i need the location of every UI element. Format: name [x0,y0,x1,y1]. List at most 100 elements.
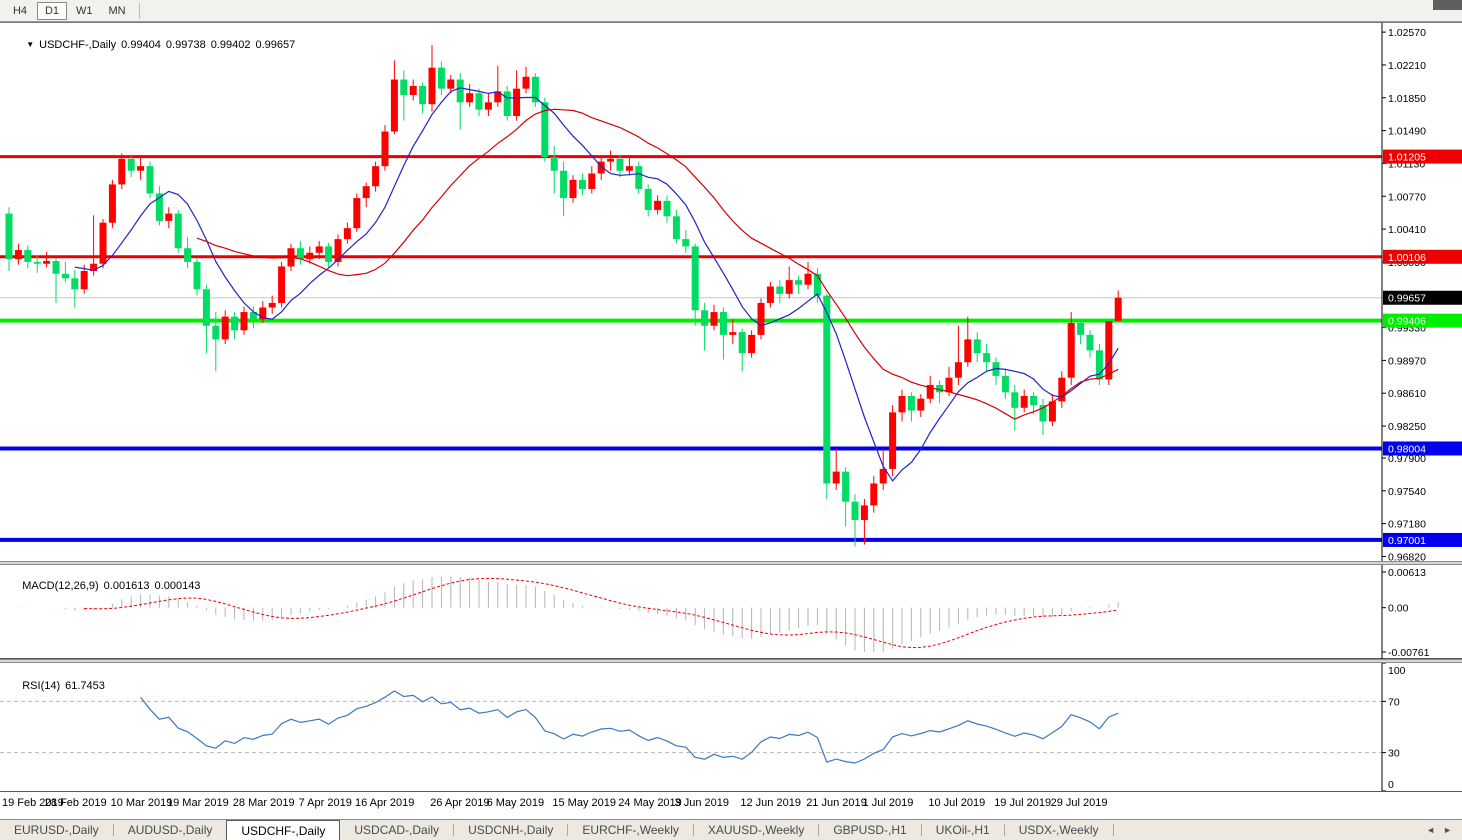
svg-text:0.98610: 0.98610 [1388,388,1426,400]
macd-indicator-panel[interactable]: 0.00613 0.00 -0.00761 [0,565,1462,659]
ohlc-low: 0.99402 [210,39,251,51]
date-axis-label: 10 Mar 2019 [110,797,173,809]
macd-name: MACD(12,26,9) [22,580,99,592]
chart-symbol-label: USDCHF-,Daily [39,39,117,51]
panel-splitter[interactable] [0,561,1462,565]
date-axis-label: 21 Jun 2019 [806,797,867,809]
svg-text:1.01490: 1.01490 [1388,126,1426,138]
svg-text:0.97900: 0.97900 [1388,453,1426,465]
tab-xauusd-weekly[interactable]: XAUUSD-,Weekly [707,823,805,837]
svg-text:0.99657: 0.99657 [1388,293,1426,305]
date-axis-label: 3 Jun 2019 [674,797,730,809]
symbol-dropdown-icon[interactable]: ▼ [26,40,35,49]
date-axis-label: 10 Jul 2019 [928,797,986,809]
ohlc-high: 0.99738 [165,39,206,51]
svg-text:100: 100 [1388,665,1406,677]
rsi-indicator-panel[interactable]: 100 70 30 0 [0,663,1462,791]
chart-tab-bar: EURUSD-,Daily AUDUSD-,Daily USDCHF-,Dail… [0,819,1462,840]
tab-eurchf-weekly[interactable]: EURCHF-,Weekly [582,823,679,837]
tab-audusd-daily[interactable]: AUDUSD-,Daily [127,823,213,837]
svg-text:1.01850: 1.01850 [1388,93,1426,105]
tab-scroll-right-icon[interactable]: ► [1443,825,1452,835]
date-axis-label: 19 Feb 2019 [2,797,64,809]
date-axis-label: 15 May 2019 [552,797,616,809]
svg-text:1.02570: 1.02570 [1388,27,1426,39]
svg-text:0.98970: 0.98970 [1388,355,1426,367]
panel-splitter[interactable] [0,659,1462,663]
svg-text:0.96820: 0.96820 [1388,551,1426,561]
tab-ukoil-h1[interactable]: UKOil-,H1 [935,823,990,837]
tab-gbpusd-h1[interactable]: GBPUSD-,H1 [833,823,907,837]
slow-ma-line [196,108,1119,420]
candle-bodies [5,67,1122,520]
timeframe-button-w1[interactable]: W1 [76,4,93,17]
price-axis: 1.025701.022101.018501.014901.011301.007… [1381,23,1462,561]
svg-text:-0.00761: -0.00761 [1388,647,1430,659]
macd-panel-bg [0,565,1462,659]
svg-text:0: 0 [1388,779,1394,791]
svg-text:0.99406: 0.99406 [1388,316,1426,328]
svg-text:1.00106: 1.00106 [1388,252,1426,264]
svg-text:0.00613: 0.00613 [1388,567,1426,579]
window-corner-artifact [1433,0,1462,10]
rsi-axis: 100 70 30 0 [1381,663,1406,791]
svg-text:1.02210: 1.02210 [1388,60,1426,72]
toolbar-separator [138,2,140,19]
tab-usdchf-daily[interactable]: USDCHF-,Daily [226,820,341,840]
price-chart-panel[interactable]: 1.025701.022101.018501.014901.011301.007… [0,23,1462,561]
price-badge: 0.97001 [1383,532,1462,547]
horizontal-level-lines[interactable] [0,155,1382,542]
date-axis-label: 1 Jul 2019 [862,797,914,809]
timeframe-button-h4[interactable]: H4 [12,4,28,17]
macd-main-value: 0.001613 [103,580,150,592]
svg-text:1.00410: 1.00410 [1388,224,1426,236]
price-panel-bg [0,23,1462,561]
svg-text:0.97001: 0.97001 [1388,535,1426,547]
rsi-name: RSI(14) [22,680,61,692]
date-axis-label: 12 Jun 2019 [740,797,801,809]
svg-text:30: 30 [1388,748,1400,760]
tab-usdx-weekly[interactable]: USDX-,Weekly [1018,823,1099,837]
svg-text:0.97540: 0.97540 [1388,486,1426,498]
price-badge: 0.99657 [1383,290,1462,305]
macd-axis: 0.00613 0.00 -0.00761 [1381,565,1430,659]
ohlc-open: 0.99404 [121,39,161,51]
svg-text:0.00: 0.00 [1388,603,1409,615]
macd-histogram [17,576,1119,652]
rsi-label: RSI(14) 61.7453 [10,668,105,704]
macd-signal-line [84,577,1119,649]
date-axis-label: 28 Mar 2019 [232,797,295,809]
macd-signal-value: 0.000143 [154,580,201,592]
timeframe-toolbar: H4 D1 W1 MN [0,0,1462,22]
fast-ma-line [74,87,1119,482]
price-badge: 0.98004 [1383,441,1462,456]
rsi-line [140,690,1119,764]
date-axis[interactable]: 19 Feb 2019 28 Feb 2019 10 Mar 2019 19 Mar … [0,791,1462,819]
date-axis-label: 24 May 2019 [618,797,682,809]
tab-scroll-left-icon[interactable]: ◄ [1426,825,1436,835]
date-axis-label: 16 Apr 2019 [355,797,415,809]
date-axis-label: 19 Mar 2019 [167,797,229,809]
date-axis-label: 6 May 2019 [486,797,545,809]
tab-usdcnh-daily[interactable]: USDCNH-,Daily [468,823,554,837]
timeframe-button-mn[interactable]: MN [108,4,126,17]
date-axis-label: 28 Feb 2019 [44,797,107,809]
svg-text:0.97180: 0.97180 [1388,519,1426,531]
date-axis-label: 26 Apr 2019 [430,797,490,809]
ohlc-close: 0.99657 [255,39,296,51]
price-badge: 1.01205 [1383,149,1462,164]
price-badge: 1.00106 [1383,249,1462,264]
svg-text:0.98004: 0.98004 [1388,443,1426,455]
tab-eurusd-daily[interactable]: EURUSD-,Daily [14,823,99,837]
svg-text:1.00770: 1.00770 [1388,191,1426,203]
tab-usdcad-daily[interactable]: USDCAD-,Daily [354,823,440,837]
svg-text:0.98250: 0.98250 [1388,421,1426,433]
date-axis-label: 19 Jul 2019 [994,797,1052,809]
macd-label: MACD(12,26,9) 0.001613 0.000143 [10,568,200,604]
date-axis-label: 7 Apr 2019 [298,797,352,809]
rsi-panel-bg [0,663,1462,791]
timeframe-button-d1[interactable]: D1 [37,1,67,20]
svg-text:70: 70 [1388,696,1400,708]
date-axis-label: 29 Jul 2019 [1050,797,1108,809]
